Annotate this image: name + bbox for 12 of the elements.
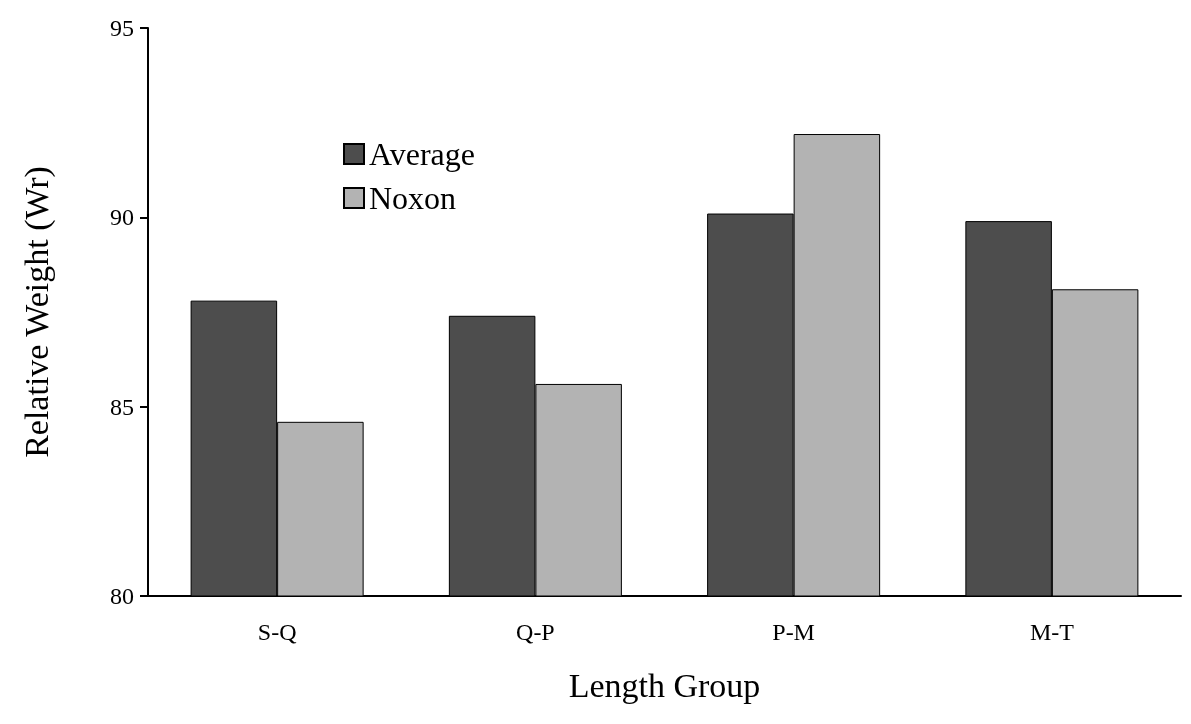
x-tick-label: Q-P: [516, 619, 555, 645]
y-tick-label: 80: [110, 583, 134, 609]
legend-label: Noxon: [369, 180, 457, 216]
legend-label: Average: [369, 136, 475, 172]
y-tick-label: 85: [110, 393, 134, 420]
y-tick-label: 95: [110, 15, 134, 41]
x-tick-label: P-M: [772, 619, 815, 645]
y-axis-title: Relative Weight (Wr): [17, 166, 56, 458]
y-tick-label: 90: [110, 204, 134, 231]
x-axis-title: Length Group: [568, 666, 761, 704]
x-tick-label: S-Q: [257, 619, 297, 645]
x-tick-label: M-T: [1029, 619, 1075, 645]
